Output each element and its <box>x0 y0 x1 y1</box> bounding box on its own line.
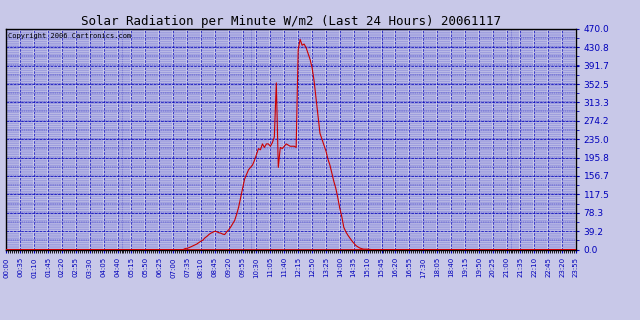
Text: Copyright 2006 Cartronics.com: Copyright 2006 Cartronics.com <box>8 33 131 39</box>
Title: Solar Radiation per Minute W/m2 (Last 24 Hours) 20061117: Solar Radiation per Minute W/m2 (Last 24… <box>81 15 501 28</box>
